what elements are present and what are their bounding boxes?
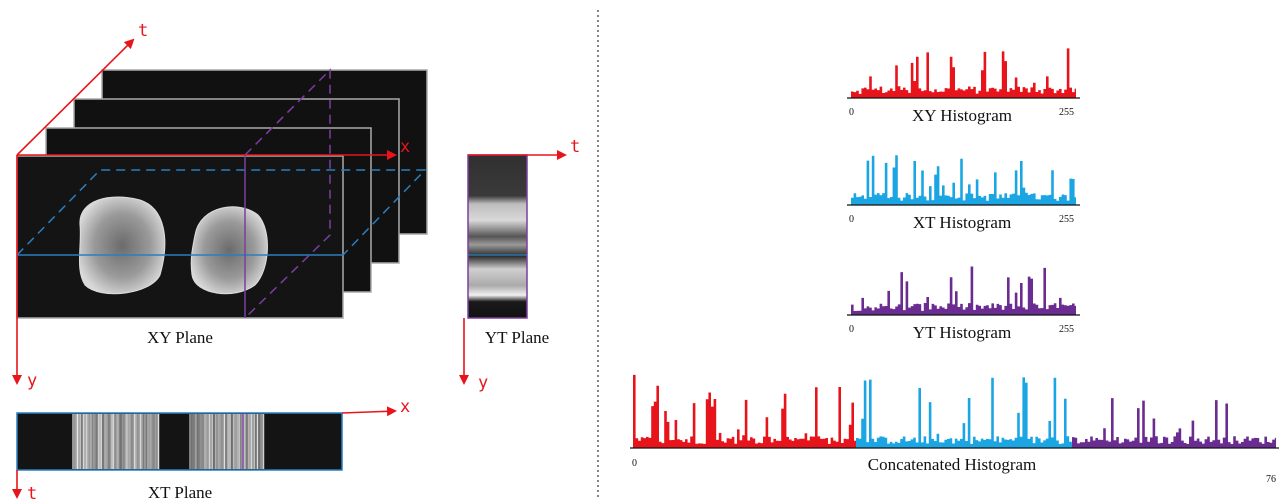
histogram-title: XT Histogram bbox=[913, 213, 1011, 232]
axis-label: x bbox=[400, 137, 410, 157]
histogram-max: 255 bbox=[1059, 107, 1074, 118]
histogram-bars bbox=[1072, 398, 1276, 448]
histogram-title: YT Histogram bbox=[913, 323, 1011, 342]
tissue bbox=[191, 207, 267, 294]
histogram-bars bbox=[851, 155, 1076, 205]
histogram-bars bbox=[851, 267, 1076, 315]
histogram-title: Concatenated Histogram bbox=[868, 455, 1037, 474]
histogram-bars bbox=[851, 48, 1076, 98]
plane-label: XY Plane bbox=[147, 328, 213, 347]
plane-label: YT Plane bbox=[485, 328, 549, 347]
tissue bbox=[79, 197, 164, 294]
histogram-min: 0 bbox=[849, 324, 854, 335]
axis-label: t bbox=[27, 484, 37, 501]
axis-label: x bbox=[400, 397, 410, 417]
histogram-max: 255 bbox=[1059, 324, 1074, 335]
axis-arrow bbox=[342, 411, 395, 413]
axis-label: y bbox=[478, 373, 488, 393]
histogram-max: 255 bbox=[1059, 214, 1074, 225]
axis-label: y bbox=[27, 371, 37, 391]
histogram-bars bbox=[856, 377, 1072, 448]
frame bbox=[17, 156, 343, 318]
histogram-min: 0 bbox=[632, 458, 637, 469]
plane-label: XT Plane bbox=[148, 483, 212, 501]
histogram-max: 76 bbox=[1266, 474, 1276, 485]
axis-label: t bbox=[138, 21, 148, 41]
figure: t x y XY Plane t y YT Plane x t XT Plane… bbox=[0, 0, 1279, 501]
histogram-min: 0 bbox=[849, 214, 854, 225]
histogram-bars bbox=[633, 375, 856, 448]
yt-image bbox=[468, 155, 527, 318]
axis-label: t bbox=[570, 137, 580, 157]
histogram-title: XY Histogram bbox=[912, 106, 1012, 125]
xt-image bbox=[17, 413, 342, 470]
histogram-min: 0 bbox=[849, 107, 854, 118]
